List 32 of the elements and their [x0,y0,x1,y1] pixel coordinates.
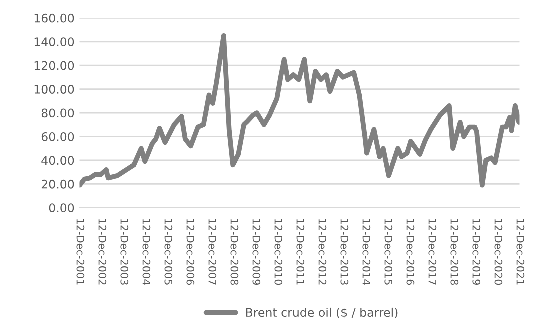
x-tick-label: 12-Dec-2011 [296,219,305,285]
x-tick-label: 12-Dec-2018 [450,219,459,286]
x-tick-label: 12-Dec-2016 [406,219,415,286]
x-tick-label: 12-Dec-2020 [494,219,503,286]
line-series [80,34,520,188]
x-tick-label: 12-Dec-2014 [362,219,371,286]
y-tick-label: 160.00 [34,14,74,23]
x-tick-label: 12-Dec-2015 [384,219,393,285]
x-tick-label: 12-Dec-2008 [230,219,239,286]
y-tick-label: 140.00 [34,38,74,47]
x-tick-label: 12-Dec-2021 [516,219,525,285]
y-tick-label: 60.00 [42,132,74,142]
y-tick-label: 20.00 [42,180,74,189]
x-tick-label: 12-Dec-2013 [340,219,349,285]
x-tick-label: 12-Dec-2005 [164,219,173,285]
x-tick-label: 12-Dec-2019 [472,219,481,286]
y-tick-label: 120.00 [34,61,74,70]
x-tick-label: 12-Dec-2001 [76,219,85,285]
legend-label: Brent crude oil ($ / barrel) [246,308,398,319]
y-tick-label: 80.00 [42,108,74,118]
x-tick-label: 12-Dec-2003 [120,219,129,285]
y-tick-label: 100.00 [34,85,74,94]
x-tick-label: 12-Dec-2006 [186,219,195,286]
x-tick-label: 12-Dec-2009 [252,219,261,286]
x-tick-label: 12-Dec-2002 [98,219,107,285]
x-tick-label: 12-Dec-2012 [318,219,327,285]
x-tick-label: 12-Dec-2010 [274,219,283,286]
y-tick-label: 0.00 [49,204,74,213]
x-tick-label: 12-Dec-2017 [428,219,437,285]
x-tick-label: 12-Dec-2004 [142,219,151,286]
y-tick-label: 40.00 [42,156,74,166]
x-tick-label: 12-Dec-2007 [208,219,217,285]
